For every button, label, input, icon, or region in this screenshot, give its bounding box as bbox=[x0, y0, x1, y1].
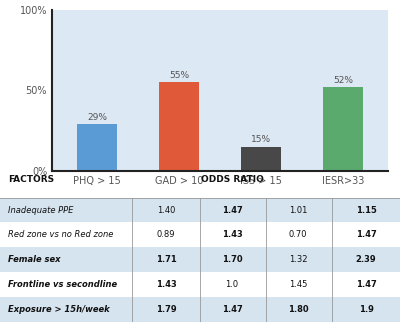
Text: Exposure > 15h/week: Exposure > 15h/week bbox=[8, 305, 110, 314]
Text: 1.43: 1.43 bbox=[156, 280, 176, 289]
Text: 1.45: 1.45 bbox=[289, 280, 307, 289]
Text: 1.80: 1.80 bbox=[288, 305, 308, 314]
Text: 1.71: 1.71 bbox=[156, 255, 176, 264]
Bar bbox=[241, 147, 281, 171]
Text: 1.47: 1.47 bbox=[356, 231, 376, 239]
Text: 0.70: 0.70 bbox=[289, 231, 307, 239]
Text: 29%: 29% bbox=[87, 113, 107, 122]
Bar bbox=[323, 87, 362, 171]
Text: 1.47: 1.47 bbox=[356, 280, 376, 289]
Text: 1.0: 1.0 bbox=[226, 280, 238, 289]
Text: 2.39: 2.39 bbox=[356, 255, 376, 264]
Bar bbox=[0, 297, 400, 322]
Text: Red zone vs no Red zone: Red zone vs no Red zone bbox=[8, 231, 113, 239]
Bar bbox=[78, 124, 117, 171]
Text: 1.9: 1.9 bbox=[358, 305, 374, 314]
Text: 52%: 52% bbox=[333, 76, 353, 85]
Text: 1.47: 1.47 bbox=[222, 305, 242, 314]
Bar bbox=[0, 272, 400, 297]
Text: 55%: 55% bbox=[169, 71, 189, 80]
Bar bbox=[0, 247, 400, 272]
Text: FACTORS: FACTORS bbox=[8, 175, 54, 185]
Text: 1.70: 1.70 bbox=[222, 255, 242, 264]
Text: 1.32: 1.32 bbox=[289, 255, 307, 264]
Text: ODDS RATIO: ODDS RATIO bbox=[200, 175, 264, 185]
Text: 1.47: 1.47 bbox=[222, 205, 242, 214]
Text: 1.15: 1.15 bbox=[356, 205, 376, 214]
Text: 0.89: 0.89 bbox=[157, 231, 175, 239]
Text: 15%: 15% bbox=[251, 135, 271, 144]
Text: 1.01: 1.01 bbox=[289, 205, 307, 214]
Bar bbox=[0, 223, 400, 247]
Text: 1.43: 1.43 bbox=[222, 231, 242, 239]
Text: 1.40: 1.40 bbox=[157, 205, 175, 214]
Text: Frontline vs secondline: Frontline vs secondline bbox=[8, 280, 117, 289]
Bar bbox=[0, 198, 400, 223]
Bar bbox=[159, 82, 199, 171]
Text: Female sex: Female sex bbox=[8, 255, 60, 264]
Text: Inadequate PPE: Inadequate PPE bbox=[8, 205, 73, 214]
Text: 1.79: 1.79 bbox=[156, 305, 176, 314]
